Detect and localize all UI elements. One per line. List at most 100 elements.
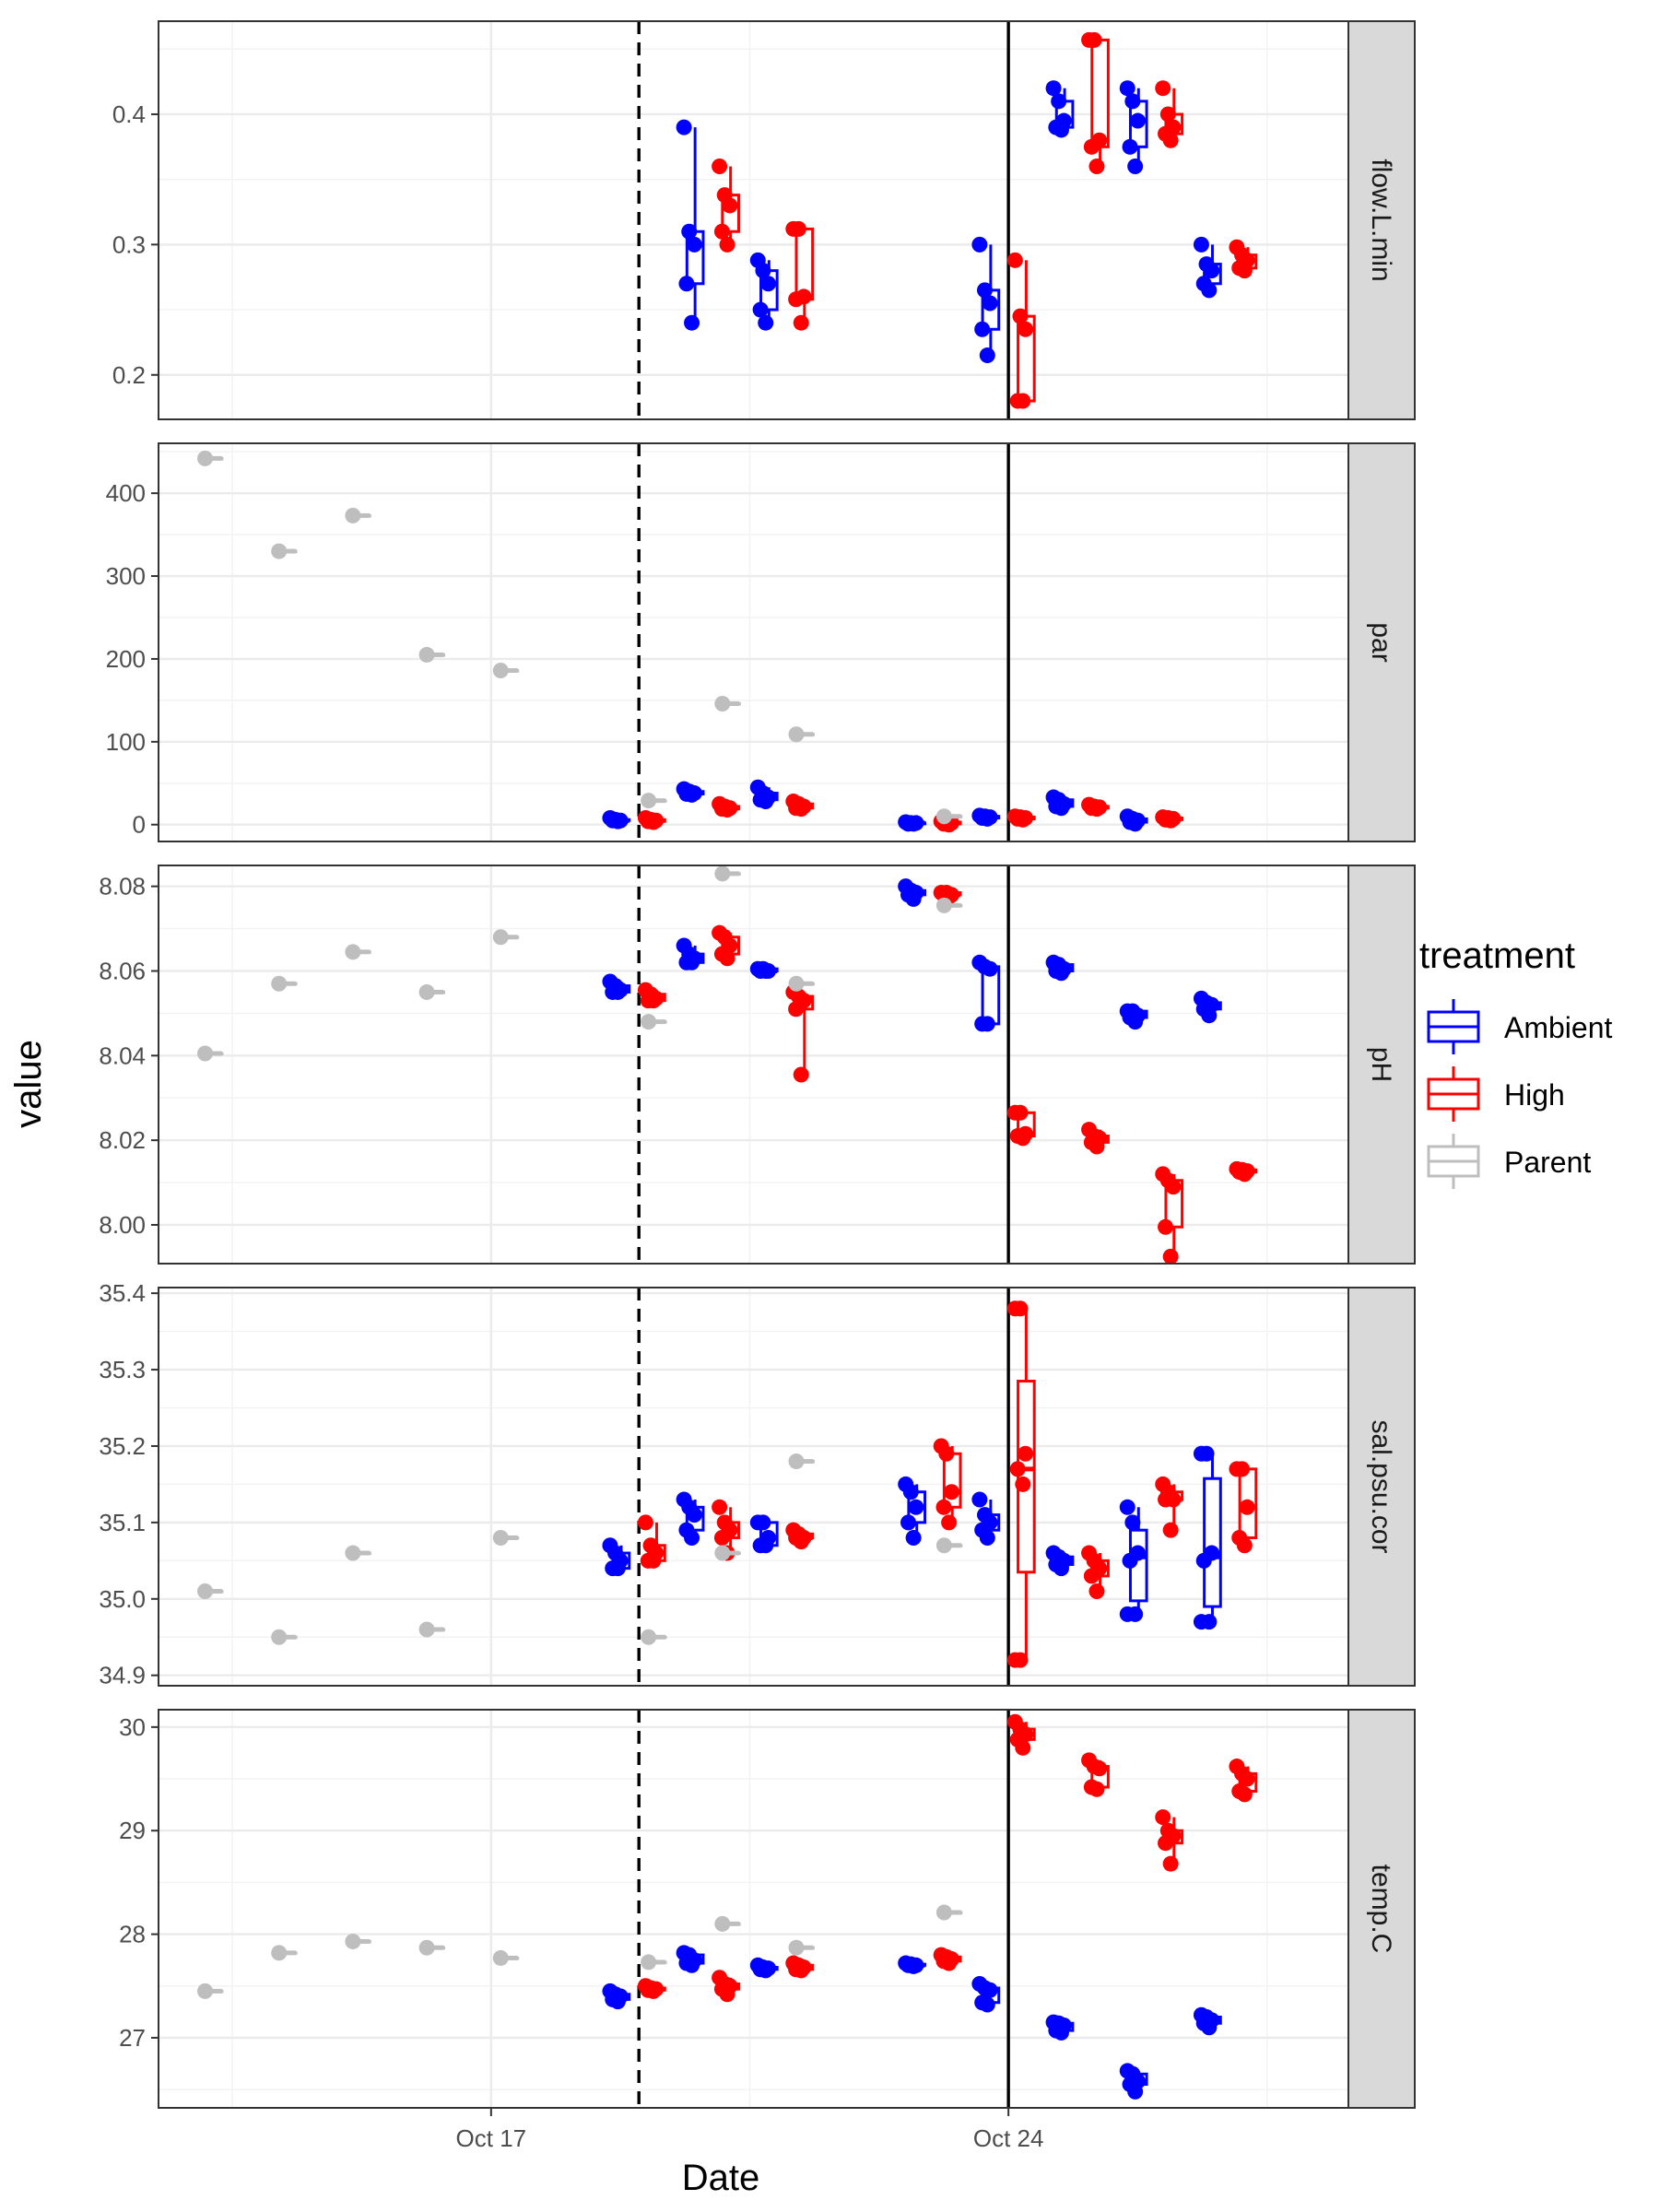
facet-strip-label: par — [1366, 622, 1396, 662]
boxplot-parent-day-17 — [492, 663, 520, 679]
data-point-ambient — [1129, 112, 1146, 129]
boxplot-parent-day-16 — [418, 1621, 446, 1638]
boxplot-ambient-day-20 — [676, 937, 705, 971]
data-point-high — [719, 950, 735, 967]
data-point-ambient — [678, 276, 695, 292]
data-point-ambient — [1122, 1552, 1138, 1569]
y-tick-label: 35.0 — [99, 1585, 146, 1613]
boxplot-parent-day-15 — [345, 1545, 371, 1561]
data-point-parent — [492, 663, 509, 679]
boxplot-high-day-25 — [1081, 31, 1110, 175]
boxplot-high-day-27 — [1229, 1759, 1258, 1803]
boxplot-ambient-day-25 — [1045, 80, 1075, 138]
y-tick-label: 34.9 — [99, 1662, 146, 1689]
data-point-high — [1009, 1461, 1026, 1477]
boxplot-ambient-day-27 — [1193, 2006, 1222, 2036]
data-point-ambient — [976, 282, 993, 299]
data-point-parent — [641, 1014, 657, 1030]
data-point-parent — [788, 1939, 805, 1956]
data-point-high — [1088, 801, 1105, 818]
boxplot-ambient-day-19 — [602, 973, 631, 1000]
boxplot-ambient-day-24 — [971, 1976, 1001, 2013]
x-tick-label: Oct 24 — [973, 2124, 1044, 2152]
boxplot-ambient-day-21 — [749, 960, 779, 979]
data-point-parent — [788, 726, 805, 743]
y-tick-label: 28 — [119, 1921, 146, 1948]
facet-panel-flow-L-min: 0.2 0.3 0.4 flow.L.min — [112, 20, 1416, 420]
boxplot-ambient-day-25 — [1045, 2014, 1075, 2041]
data-point-ambient — [760, 276, 777, 292]
boxplot-parent-day-13 — [197, 1045, 224, 1062]
data-point-high — [1162, 1855, 1179, 1872]
data-point-ambient — [1053, 1560, 1069, 1577]
panel-background — [159, 865, 1348, 1264]
data-point-high — [645, 993, 662, 1009]
boxplot-ambient-day-26 — [1119, 1003, 1148, 1030]
boxplot-high-day-24 — [1006, 1713, 1036, 1756]
boxplot-high-day-23 — [933, 1947, 962, 1971]
data-point-ambient — [974, 321, 991, 337]
data-point-high — [1155, 1809, 1171, 1826]
boxplot-parent-day-13 — [197, 450, 224, 466]
boxplot-ambient-day-27 — [1193, 236, 1222, 299]
data-point-parent — [641, 1954, 657, 1971]
facet-strip-label: temp.C — [1366, 1865, 1396, 1954]
data-point-high — [943, 1484, 959, 1500]
y-tick-label: 400 — [106, 479, 146, 507]
data-point-parent — [197, 1045, 214, 1062]
data-point-ambient — [1201, 2019, 1218, 2036]
data-point-ambient — [758, 794, 774, 810]
data-point-ambient — [979, 1016, 995, 1032]
data-point-high — [1015, 811, 1031, 828]
data-point-ambient — [1198, 1445, 1215, 1462]
y-tick-label: 27 — [119, 2024, 146, 2052]
data-point-high — [1083, 138, 1100, 155]
data-point-ambient — [982, 1982, 998, 1998]
facet-panel-sal-psu-cor: 34.9 35.0 35.1 35.2 35.3 35.4 sal.psu.cor — [99, 1279, 1416, 1689]
x-tick-label: Oct 17 — [456, 2124, 527, 2152]
boxplot-high-day-19 — [637, 1514, 666, 1569]
data-point-parent — [714, 865, 731, 882]
boxplot-ambient-day-27 — [1193, 1445, 1222, 1630]
boxplot-high-day-24 — [1006, 808, 1036, 828]
data-point-parent — [418, 1939, 435, 1956]
boxplot-high-day-20 — [712, 159, 740, 253]
data-point-ambient — [979, 810, 995, 827]
data-point-high — [1088, 159, 1105, 175]
boxplot-ambient-day-21 — [749, 252, 779, 331]
data-point-high — [719, 802, 735, 818]
data-point-ambient — [1119, 1499, 1135, 1515]
data-point-ambient — [686, 236, 702, 253]
data-point-high — [1162, 132, 1179, 148]
data-point-parent — [641, 1629, 657, 1645]
data-point-high — [1162, 1248, 1179, 1265]
data-point-high — [1086, 31, 1102, 48]
boxplot-high-day-21 — [785, 1955, 815, 1979]
boxplot-high-day-24 — [1006, 1104, 1036, 1147]
y-tick-label: 100 — [106, 728, 146, 756]
legend-item-parent: Parent — [1427, 1134, 1591, 1189]
data-point-ambient — [971, 236, 988, 253]
data-point-high — [1158, 1218, 1174, 1235]
data-point-parent — [418, 1621, 435, 1638]
legend-title: treatment — [1419, 935, 1575, 976]
data-point-ambient — [905, 1529, 922, 1546]
data-point-high — [1158, 1835, 1174, 1852]
boxplot-parent-day-14 — [271, 1945, 298, 1961]
data-point-parent — [345, 1933, 361, 1949]
boxplot-ambient-day-24 — [971, 954, 1001, 1032]
data-point-ambient — [1124, 1514, 1141, 1531]
data-point-ambient — [971, 1491, 988, 1508]
boxplot-parent-day-15 — [345, 944, 371, 960]
y-tick-label: 8.00 — [99, 1211, 146, 1239]
data-point-parent — [345, 944, 361, 960]
boxplot-parent-day-21 — [788, 1453, 815, 1470]
boxplot-ambient-day-23 — [898, 814, 927, 832]
boxplot-ambient-day-25 — [1045, 954, 1075, 982]
data-point-high — [788, 291, 805, 308]
data-point-high — [1234, 1461, 1251, 1477]
x-axis-title: Date — [682, 2158, 760, 2198]
data-point-high — [790, 220, 806, 237]
data-point-ambient — [755, 263, 771, 279]
